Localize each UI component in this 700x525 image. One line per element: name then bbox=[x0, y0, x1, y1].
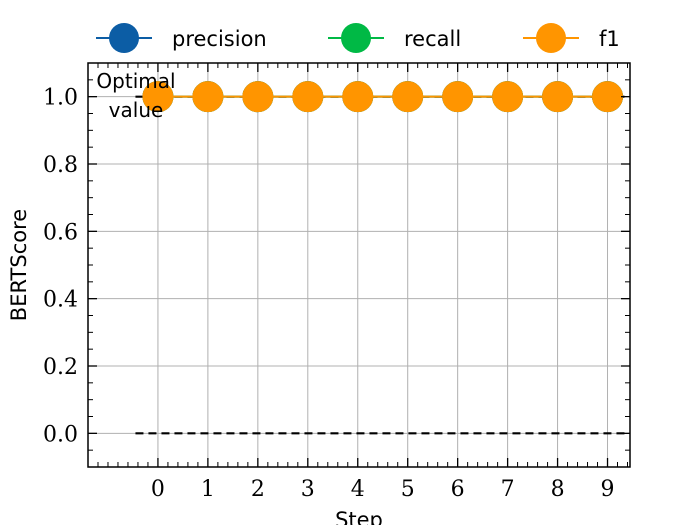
tick-labels: 0 1 2 3 4 5 6 7 8 9 0.0 0.2 0.4 0.6 0.8 1.0 bbox=[43, 86, 615, 502]
legend-label-recall: recall bbox=[404, 27, 461, 51]
legend-marker-f1 bbox=[536, 23, 566, 53]
y-tick-label: 0.2 bbox=[43, 355, 78, 380]
f1-point bbox=[142, 81, 174, 113]
legend-label-precision: precision bbox=[172, 27, 267, 51]
f1-point bbox=[242, 81, 274, 113]
data-series bbox=[142, 81, 624, 113]
legend-label-f1: f1 bbox=[599, 27, 620, 51]
plot-frame bbox=[87, 62, 631, 468]
reference-lines bbox=[135, 95, 630, 435]
f1-point bbox=[492, 81, 524, 113]
f1-point bbox=[192, 81, 224, 113]
x-tick-label: 9 bbox=[601, 477, 615, 502]
legend: precision recall f1 bbox=[96, 23, 620, 53]
f1-point bbox=[292, 81, 324, 113]
x-tick-label: 7 bbox=[501, 477, 515, 502]
legend-marker-precision bbox=[109, 23, 139, 53]
x-axis-title: Step bbox=[335, 508, 383, 525]
y-tick-label: 0.8 bbox=[43, 153, 78, 178]
axis-ticks bbox=[88, 62, 630, 468]
x-tick-label: 8 bbox=[551, 477, 565, 502]
y-tick-label: 0.4 bbox=[43, 288, 78, 313]
optimal-annotation-line1: Optimal bbox=[96, 69, 175, 93]
x-tick-label: 3 bbox=[301, 477, 315, 502]
x-tick-label: 0 bbox=[151, 477, 165, 502]
grid bbox=[88, 63, 630, 467]
x-tick-label: 1 bbox=[201, 477, 215, 502]
y-axis-title: BERTScore bbox=[7, 209, 31, 321]
x-tick-label: 5 bbox=[401, 477, 415, 502]
y-tick-label: 0.6 bbox=[43, 220, 78, 245]
f1-point bbox=[342, 81, 374, 113]
y-tick-label: 1.0 bbox=[43, 86, 78, 111]
optimal-annotation-line2: value bbox=[109, 98, 164, 122]
x-tick-label: 2 bbox=[251, 477, 265, 502]
f1-point bbox=[442, 81, 474, 113]
x-tick-label: 4 bbox=[351, 477, 365, 502]
f1-point bbox=[392, 81, 424, 113]
y-tick-label: 0.0 bbox=[43, 422, 78, 447]
x-tick-label: 6 bbox=[451, 477, 465, 502]
f1-point bbox=[592, 81, 624, 113]
f1-point bbox=[542, 81, 574, 113]
legend-marker-recall bbox=[341, 23, 371, 53]
